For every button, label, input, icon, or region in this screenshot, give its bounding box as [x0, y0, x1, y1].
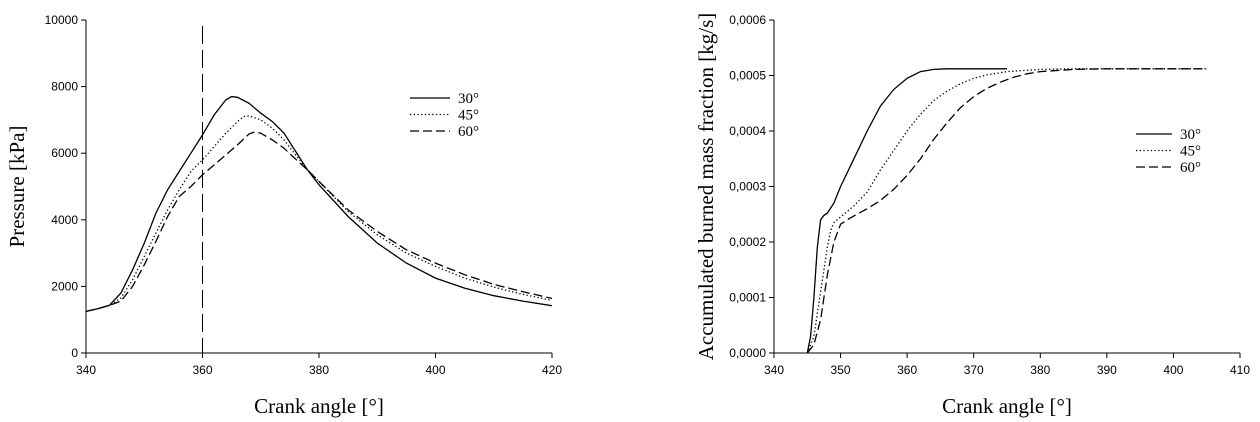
y-tick-label: 10000	[45, 13, 79, 27]
x-tick-label: 400	[425, 363, 445, 377]
legend-label: 60°	[458, 124, 479, 140]
x-tick-label: 380	[1030, 363, 1050, 377]
pressure-chart: 0 2000 4000 6000 8000 10000 340 360 380 400 420 Cra…	[5, 13, 562, 418]
y-tick-label: 0,0006	[729, 13, 766, 27]
y-tick-label: 6000	[51, 146, 78, 160]
y-tick-label: 0,0002	[729, 235, 766, 249]
y-tick-label: 4000	[51, 213, 78, 227]
legend-label: 45°	[458, 108, 479, 124]
legend-label: 60°	[1180, 160, 1201, 176]
legend-label: 45°	[1180, 144, 1201, 160]
x-tick-label: 360	[192, 363, 212, 377]
y-tick-label: 8000	[51, 80, 78, 94]
x-tick-label: 410	[1230, 363, 1250, 377]
x-tick-label: 340	[764, 363, 784, 377]
y-tick-label: 0,0004	[729, 124, 766, 138]
x-tick-label: 420	[542, 363, 562, 377]
x-axis-title: Crank angle [°]	[254, 394, 384, 418]
y-axis-title: Accumulated burned mass fraction [kg/s]	[694, 13, 718, 361]
series-line-60deg	[807, 69, 1206, 353]
burned-mass-fraction-chart: 0,0000 0,0001 0,0002 0,0003 0,0004 0,0005 0,00…	[694, 13, 1250, 418]
x-tick-label: 350	[831, 363, 851, 377]
x-tick-label: 400	[1163, 363, 1183, 377]
x-axis-title: Crank angle [°]	[942, 394, 1072, 418]
x-tick-label: 390	[1097, 363, 1117, 377]
y-tick-label: 0,0003	[729, 180, 766, 194]
x-tick-label: 360	[897, 363, 917, 377]
series-line-45deg	[807, 69, 1206, 353]
y-tick-label: 0,0001	[729, 291, 766, 305]
series-line-30deg	[86, 97, 552, 312]
x-tick-label: 380	[309, 363, 329, 377]
y-tick-label: 2000	[51, 279, 78, 293]
y-tick-label: 0,0005	[729, 69, 766, 83]
y-tick-label: 0	[71, 346, 78, 360]
series-line-60deg	[86, 132, 552, 312]
y-tick-label: 0,0000	[729, 346, 766, 360]
legend-label: 30°	[458, 91, 479, 107]
series-line-30deg	[807, 69, 1007, 353]
x-tick-label: 340	[76, 363, 96, 377]
x-tick-label: 370	[964, 363, 984, 377]
legend-label: 30°	[1180, 127, 1201, 143]
y-axis-title: Pressure [kPa]	[5, 126, 29, 248]
